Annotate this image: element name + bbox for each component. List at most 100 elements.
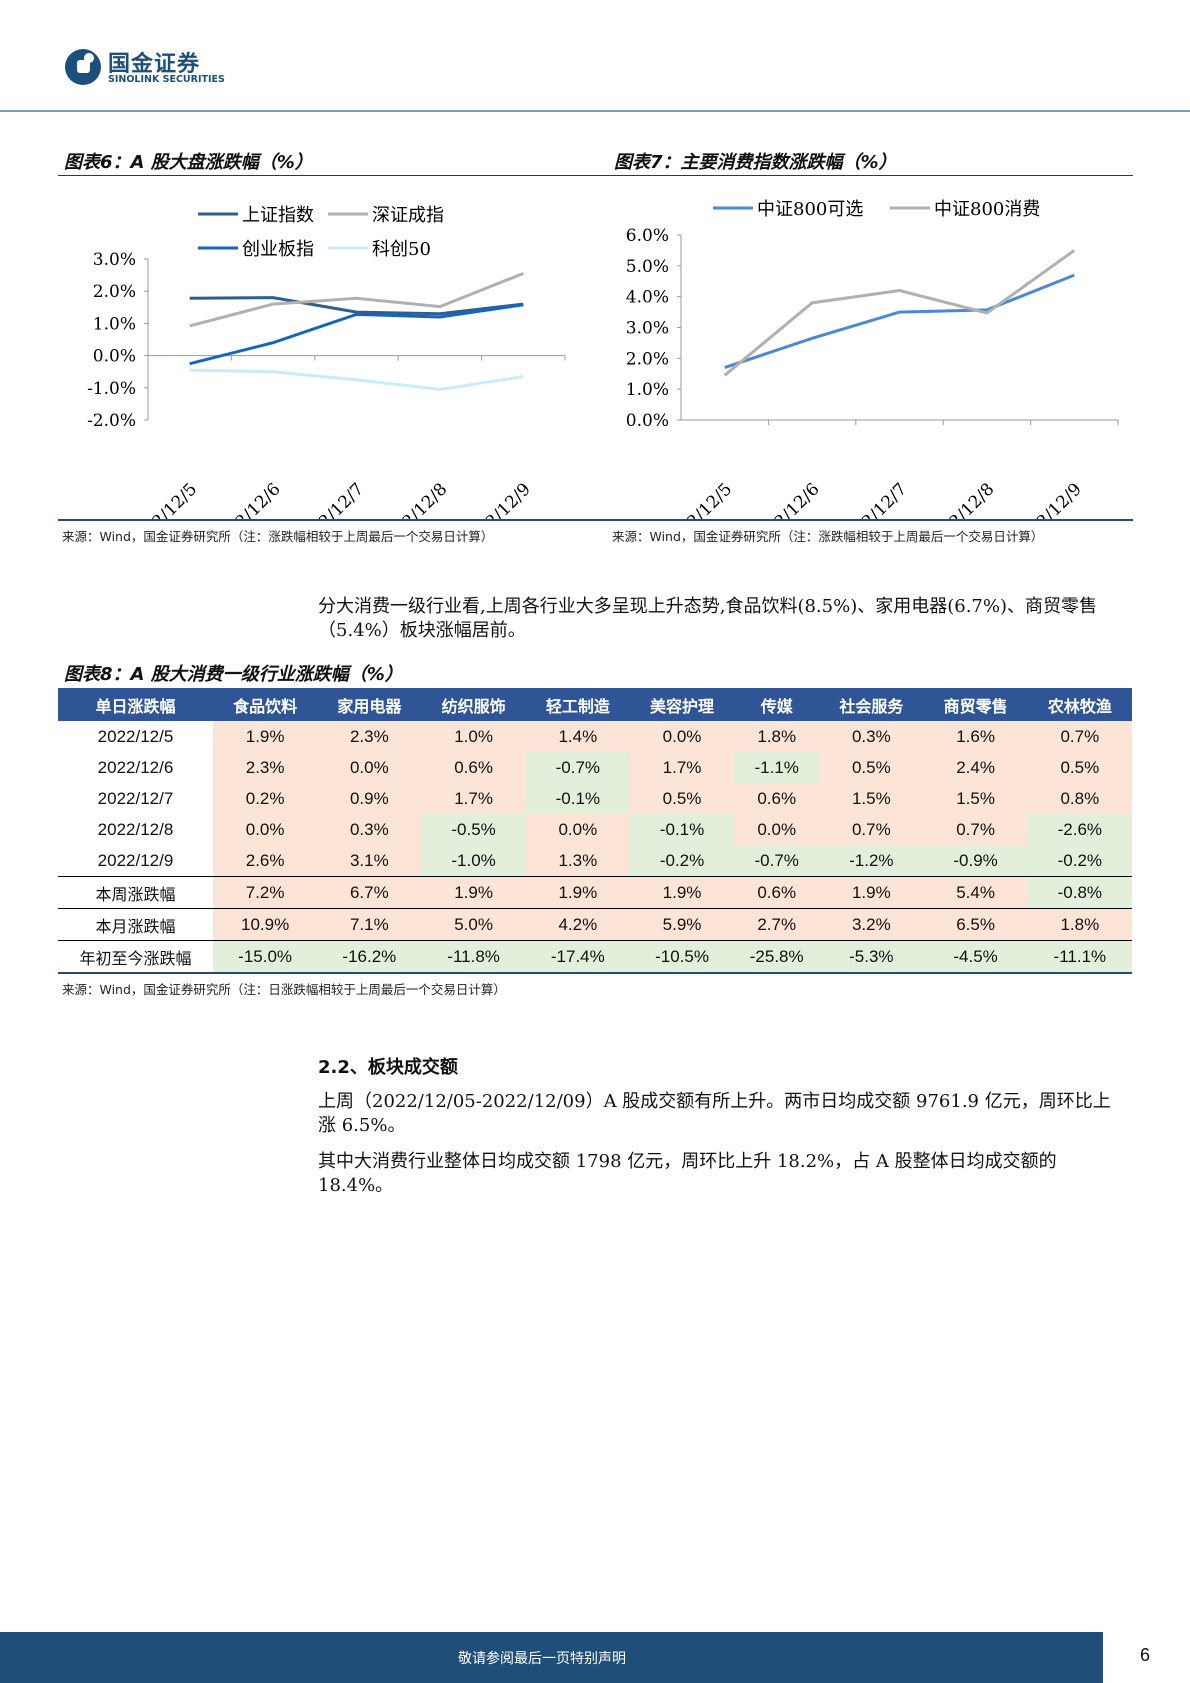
x-tick-label: 2022/12/5 (660, 479, 736, 520)
sinolink-logo-icon (65, 49, 101, 85)
table-cell: -1.2% (819, 845, 924, 877)
table-row: 2022/12/7 0.2% 0.9% 1.7% -0.1% 0.5% 0.6% 1.5% 1.… (58, 783, 1132, 814)
table-cell: 6.5% (923, 908, 1028, 941)
table-cell: 2.6% (213, 845, 318, 877)
table-cell: 1.7% (421, 783, 526, 814)
table-cell: 1.5% (923, 783, 1028, 814)
table-cell: 1.4% (525, 721, 630, 752)
y-tick-label: 3.0% (93, 250, 136, 270)
table-cell: 1.0% (421, 721, 526, 752)
legend-label: 深证成指 (372, 205, 444, 226)
table-cell: 1.5% (819, 783, 924, 814)
table-cell: 6.7% (317, 876, 422, 909)
table-cell: -25.8% (734, 940, 820, 974)
table-row: 年初至今涨跌幅 -15.0% -16.2% -11.8% -17.4% -10.5% -25… (58, 940, 1132, 974)
column-header: 纺织服饰 (421, 688, 526, 721)
column-header: 传媒 (734, 688, 820, 721)
row-label: 2022/12/9 (58, 845, 213, 877)
table-cell: -0.2% (629, 845, 735, 877)
y-tick-label: 3.0% (626, 319, 669, 339)
table-cell: 2.3% (213, 752, 318, 783)
table-cell: 1.8% (1027, 908, 1132, 941)
table-cell: 0.5% (629, 783, 735, 814)
table-cell: 2.7% (734, 908, 820, 941)
y-tick-label: 1.0% (626, 380, 669, 400)
x-tick-label: 2022/12/8 (923, 479, 999, 520)
fig6-source: 来源：Wind，国金证券研究所（注：涨跌幅相较于上周最后一个交易日计算） (62, 529, 494, 544)
footer-disclaimer: 敬请参阅最后一页特别声明 (458, 1651, 626, 1667)
table-cell: 0.7% (923, 814, 1028, 845)
table-cell: 5.0% (421, 908, 526, 941)
table-cell: 1.9% (421, 876, 526, 909)
fig8-source: 来源：Wind，国金证券研究所（注：日涨跌幅相较于上周最后一个交易日计算） (62, 982, 506, 997)
table-cell: 0.7% (1027, 721, 1132, 752)
y-tick-label: 4.0% (626, 288, 669, 308)
table-cell: -5.3% (819, 940, 924, 974)
fig6-title: 图表6：A 股大盘涨跌幅（%） (64, 152, 313, 173)
table-cell: -16.2% (317, 940, 422, 974)
table-cell: 10.9% (213, 908, 318, 941)
table-cell: -0.8% (1027, 876, 1132, 909)
y-tick-label: 6.0% (626, 226, 669, 246)
row-label: 本周涨跌幅 (58, 876, 213, 909)
table-cell: 1.3% (525, 845, 630, 877)
fig8-title: 图表8：A 股大消费一级行业涨跌幅（%） (64, 664, 403, 685)
row-label: 2022/12/5 (58, 721, 213, 752)
table-cell: -10.5% (629, 940, 735, 974)
y-tick-label: -1.0% (87, 379, 136, 399)
table-cell: 1.9% (819, 876, 924, 909)
chart-bottom-rule (58, 519, 1133, 521)
table-row: 2022/12/6 2.3% 0.0% 0.6% -0.7% 1.7% -1.1% 0.5% 2… (58, 752, 1132, 783)
y-tick-label: 2.0% (93, 282, 136, 302)
table-cell: 0.9% (317, 783, 422, 814)
table-cell: 0.6% (734, 876, 820, 909)
table-row: 2022/12/8 0.0% 0.3% -0.5% 0.0% -0.1% 0.0% 0.7% 0… (58, 814, 1132, 845)
table-cell: -11.1% (1027, 940, 1132, 974)
paragraph-consumer-turnover: 其中大消费行业整体日均成交额 1798 亿元，周环比上升 18.2%，占 A 股… (318, 1151, 1057, 1196)
column-header: 商贸零售 (923, 688, 1028, 721)
table-cell: 2.4% (923, 752, 1028, 783)
section-heading: 2.2、板块成交额 (318, 1057, 458, 1078)
column-header: 轻工制造 (525, 688, 630, 721)
fig7-source: 来源：Wind，国金证券研究所（注：涨跌幅相较于上周最后一个交易日计算） (612, 529, 1044, 544)
table-cell: 1.9% (629, 876, 735, 909)
x-tick-label: 2022/12/7 (835, 479, 911, 520)
logo-text-cn: 国金证券 (108, 52, 201, 77)
table-cell: -0.9% (923, 845, 1028, 877)
table-cell: 2.3% (317, 721, 422, 752)
logo-text-en: SINOLINK SECURITIES (108, 74, 225, 85)
table-cell: -0.1% (629, 814, 735, 845)
table-cell: -11.8% (421, 940, 526, 974)
row-label: 2022/12/7 (58, 783, 213, 814)
table-cell: 0.2% (213, 783, 318, 814)
title-underline (58, 175, 1133, 176)
column-header: 美容护理 (629, 688, 735, 721)
table-cell: -2.6% (1027, 814, 1132, 845)
fig7-title: 图表7：主要消费指数涨跌幅（%） (614, 152, 897, 173)
y-tick-label: -2.0% (87, 411, 136, 431)
table-cell: -17.4% (525, 940, 630, 974)
table-cell: 0.0% (525, 814, 630, 845)
table-cell: 0.6% (734, 783, 820, 814)
legend-label: 上证指数 (242, 205, 314, 226)
legend-label: 中证800消费 (934, 199, 1040, 220)
row-label: 本月涨跌幅 (58, 908, 213, 941)
paragraph-industry: 分大消费一级行业看,上周各行业大多呈现上升态势,食品饮料(8.5%)、家用电器(… (318, 596, 1097, 641)
table-cell: 0.0% (317, 752, 422, 783)
table-cell: 0.3% (317, 814, 422, 845)
y-tick-label: 0.0% (93, 347, 136, 367)
table-row: 本周涨跌幅 7.2% 6.7% 1.9% 1.9% 1.9% 0.6% 1.9% 5.4% -0.… (58, 876, 1132, 909)
industry-table: 单日涨跌幅 食品饮料 家用电器 纺织服饰 轻工制造 美容护理 传媒 社会服务 商贸零售 农林牧渔 … (58, 688, 1132, 974)
table-cell: 3.1% (317, 845, 422, 877)
column-header: 家用电器 (317, 688, 422, 721)
chart-fig7: 6.0% 5.0% 4.0% 3.0% 2.0% 1.0% 0.0% 2022/12/5 202… (626, 199, 1119, 520)
column-header: 农林牧渔 (1027, 688, 1132, 721)
row-label: 2022/12/6 (58, 752, 213, 783)
y-tick-label: 5.0% (626, 257, 669, 277)
table-cell: 1.9% (213, 721, 318, 752)
table-cell: -0.5% (421, 814, 526, 845)
table-cell: -4.5% (923, 940, 1028, 974)
table-cell: 4.2% (525, 908, 630, 941)
table-cell: 0.0% (734, 814, 820, 845)
